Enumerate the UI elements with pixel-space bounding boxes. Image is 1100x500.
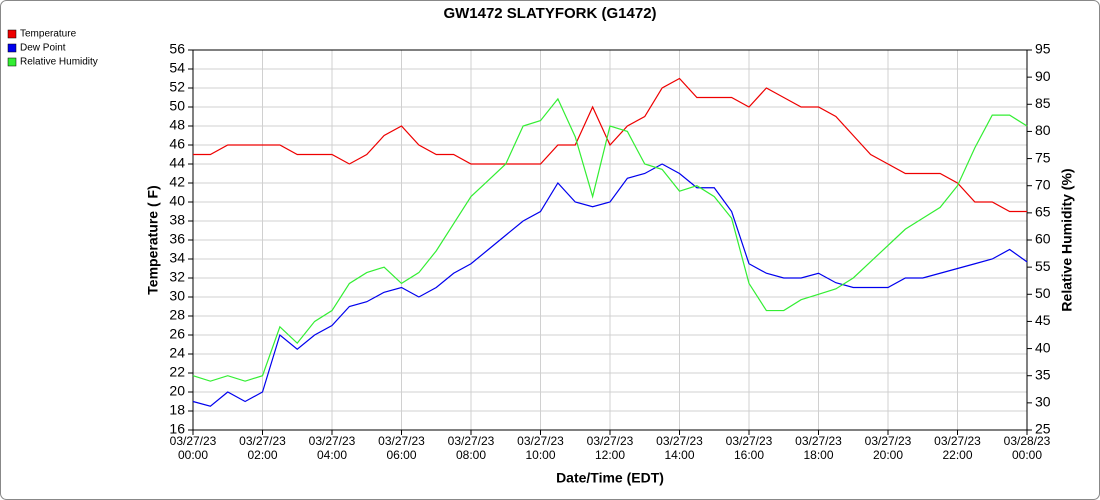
x-tick-label: 03/27/23 04:00 <box>308 434 356 462</box>
y2-tick-label: 65 <box>1035 204 1051 220</box>
x-tick-label: 03/27/23 00:00 <box>169 434 217 462</box>
y-tick-label: 52 <box>169 79 185 95</box>
y2-tick-label: 70 <box>1035 176 1051 192</box>
series-line <box>192 97 1028 382</box>
y-tick-label: 44 <box>169 155 185 171</box>
legend-swatch <box>7 43 17 53</box>
y-tick-label: 30 <box>169 288 185 304</box>
x-tick-label: 03/28/23 00:00 <box>1003 434 1051 462</box>
x-tick-label: 03/27/23 02:00 <box>239 434 286 462</box>
y-tick-label: 48 <box>169 117 185 133</box>
y2-tick-label: 40 <box>1035 339 1051 355</box>
y2-tick-label: 95 <box>1035 41 1051 57</box>
legend-swatch <box>7 57 17 67</box>
y-tick-label: 42 <box>169 174 185 190</box>
x-tick-label: 03/27/23 16:00 <box>725 434 773 462</box>
y-tick-label: 40 <box>169 193 185 209</box>
x-tick-label: 03/27/23 22:00 <box>934 434 981 462</box>
y-tick-label: 20 <box>169 383 185 399</box>
series-line <box>192 163 1028 407</box>
x-tick-label: 03/27/23 08:00 <box>447 434 495 462</box>
x-tick-label: 03/27/23 06:00 <box>378 434 425 462</box>
y-tick-label: 38 <box>169 212 185 228</box>
y-tick-label: 46 <box>169 136 185 152</box>
y-tick-label: 22 <box>169 364 185 380</box>
series-line <box>193 77 1027 213</box>
y2-tick-label: 25 <box>1035 421 1051 437</box>
y2-tick-label: 30 <box>1035 394 1051 410</box>
x-tick-label: 03/27/23 20:00 <box>864 434 912 462</box>
x-tick-label: 03/27/23 14:00 <box>656 434 703 462</box>
y2-tick-label: 80 <box>1035 122 1051 138</box>
y2-tick-label: 45 <box>1035 312 1051 328</box>
y2-tick-label: 90 <box>1035 68 1051 84</box>
y-tick-label: 32 <box>169 269 185 285</box>
y-tick-label: 16 <box>169 421 185 437</box>
x-axis-title: Date/Time (EDT) <box>556 470 664 486</box>
legend-label: Dew Point <box>20 43 66 54</box>
y2-tick-label: 55 <box>1035 258 1051 274</box>
plot-frame <box>192 49 1028 431</box>
x-tick-label: 03/27/23 18:00 <box>795 434 842 462</box>
y-tick-label: 50 <box>169 98 185 114</box>
y2-tick-label: 35 <box>1035 366 1051 382</box>
y2-tick-label: 75 <box>1035 149 1051 165</box>
y2-axis-title: Relative Humidity (%) <box>1059 168 1075 311</box>
y-tick-label: 26 <box>169 326 185 342</box>
legend-swatch <box>7 29 17 39</box>
x-tick-label: 03/27/23 12:00 <box>586 434 634 462</box>
chart-title: GW1472 SLATYFORK (G1472) <box>443 5 656 22</box>
y-tick-label: 56 <box>169 41 185 57</box>
y-tick-label: 18 <box>169 402 185 418</box>
y-tick-label: 34 <box>169 250 185 266</box>
y-axis-title: Temperature ( F) <box>145 185 161 294</box>
legend-label: Temperature <box>20 29 77 40</box>
y-tick-label: 36 <box>169 231 185 247</box>
y-tick-label: 54 <box>169 60 185 76</box>
y-tick-label: 24 <box>169 345 185 361</box>
y2-tick-label: 60 <box>1035 231 1051 247</box>
legend-label: Relative Humidity <box>20 57 98 68</box>
x-tick-label: 03/27/23 10:00 <box>517 434 564 462</box>
y2-tick-label: 50 <box>1035 285 1051 301</box>
y-tick-label: 28 <box>169 307 185 323</box>
y2-tick-label: 85 <box>1035 95 1051 111</box>
